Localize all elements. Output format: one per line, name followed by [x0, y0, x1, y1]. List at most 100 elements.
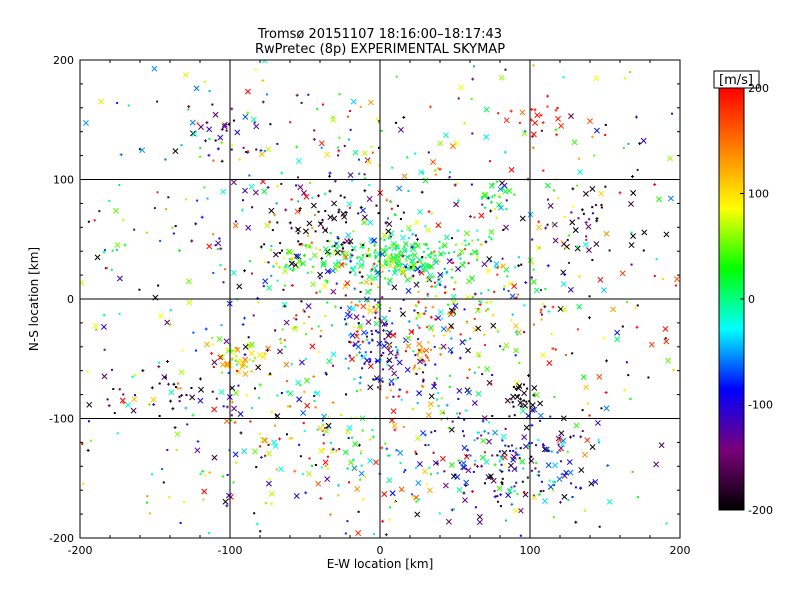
echo-marker-plus	[410, 245, 414, 249]
echo-marker-dot	[389, 306, 392, 309]
echo-marker-dot	[510, 444, 513, 447]
echo-marker-dot	[630, 263, 633, 266]
echo-marker-dot	[360, 354, 363, 357]
echo-marker-plus	[336, 483, 340, 487]
echo-marker-cross	[405, 287, 412, 294]
echo-marker-dot	[388, 344, 391, 347]
echo-marker-dot	[597, 438, 600, 441]
echo-marker-plus	[428, 265, 432, 269]
echo-marker-dot	[572, 205, 575, 208]
echo-marker-cross	[296, 396, 303, 403]
echo-marker-cross	[463, 479, 470, 486]
echo-marker-dot	[417, 338, 420, 341]
echo-marker-plus	[539, 113, 543, 117]
echo-marker-dot	[348, 310, 351, 313]
echo-marker-dot	[436, 462, 439, 465]
echo-marker-cross	[416, 461, 423, 468]
echo-marker-cross	[511, 466, 518, 473]
echo-marker-dot	[122, 393, 125, 396]
echo-marker-dot	[265, 501, 268, 504]
echo-marker-plus	[450, 351, 454, 355]
echo-marker-plus	[275, 262, 279, 266]
echo-marker-plus	[246, 111, 250, 115]
echo-marker-cross	[606, 498, 613, 505]
echo-marker-plus	[271, 264, 275, 268]
echo-marker-cross	[360, 207, 366, 214]
echo-marker-dot	[290, 198, 293, 201]
echo-marker-dot	[461, 430, 464, 433]
echo-marker-plus	[484, 240, 488, 244]
echo-marker-plus	[558, 500, 562, 504]
echo-marker-dot	[339, 306, 342, 309]
echo-marker-dot	[248, 358, 251, 361]
echo-marker-plus	[344, 262, 348, 266]
echo-marker-cross	[519, 408, 526, 414]
echo-marker-plus	[434, 173, 438, 177]
echo-marker-plus	[157, 365, 161, 369]
echo-marker-dot	[279, 339, 282, 342]
echo-marker-cross	[292, 325, 299, 332]
echo-marker-cross	[558, 122, 565, 129]
echo-marker-dot	[344, 258, 347, 261]
echo-marker-cross	[573, 422, 580, 429]
echo-marker-plus	[401, 254, 405, 258]
echo-marker-dot	[208, 532, 211, 535]
echo-marker-cross	[496, 485, 503, 492]
echo-marker-cross	[487, 473, 494, 480]
echo-marker-dot	[653, 275, 656, 278]
echo-marker-dot	[551, 222, 554, 225]
echo-marker-cross	[346, 424, 353, 431]
echo-marker-dot	[485, 309, 488, 312]
echo-marker-dot	[539, 289, 542, 292]
echo-marker-dot	[557, 443, 560, 446]
echo-marker-plus	[500, 470, 504, 474]
echo-marker-cross	[445, 518, 452, 525]
echo-marker-plus	[326, 467, 330, 471]
echo-marker-dot	[473, 317, 476, 320]
echo-marker-plus	[367, 341, 371, 345]
echo-marker-cross	[363, 279, 370, 286]
echo-marker-dot	[400, 398, 403, 401]
echo-marker-plus	[519, 404, 523, 408]
echo-marker-plus	[394, 353, 398, 357]
echo-marker-dot	[556, 106, 559, 109]
echo-marker-cross	[360, 329, 367, 336]
echo-marker-cross	[125, 401, 132, 408]
echo-marker-dot	[371, 333, 374, 336]
echo-marker-dot	[424, 306, 427, 309]
echo-marker-dot	[253, 121, 256, 124]
echo-marker-dot	[487, 289, 490, 292]
echo-marker-plus	[604, 359, 608, 363]
echo-marker-dot	[90, 439, 93, 442]
echo-marker-dot	[422, 371, 425, 374]
echo-marker-cross	[92, 322, 99, 329]
echo-marker-cross	[367, 457, 374, 464]
echo-marker-dot	[333, 244, 336, 247]
echo-marker-dot	[444, 291, 447, 294]
echo-marker-cross	[443, 132, 449, 139]
echo-marker-cross	[456, 486, 463, 493]
echo-marker-plus	[431, 329, 435, 333]
echo-marker-cross	[234, 347, 241, 353]
echo-marker-cross	[560, 281, 567, 288]
echo-marker-dot	[501, 477, 504, 480]
echo-marker-dot	[396, 376, 399, 379]
echo-marker-dot	[199, 473, 202, 476]
echo-marker-cross	[334, 249, 341, 256]
echo-marker-cross	[300, 260, 307, 267]
echo-marker-plus	[381, 519, 385, 523]
echo-marker-cross	[342, 254, 349, 260]
echo-marker-cross	[206, 126, 213, 133]
echo-marker-cross	[531, 406, 538, 413]
echo-marker-dot	[477, 366, 480, 369]
echo-marker-dot	[337, 211, 340, 214]
echo-marker-cross	[610, 306, 617, 313]
echo-marker-plus	[458, 257, 462, 261]
echo-marker-dot	[470, 183, 473, 186]
echo-marker-dot	[345, 393, 348, 396]
echo-marker-dot	[421, 385, 424, 388]
echo-marker-dot	[509, 449, 512, 452]
echo-marker-cross	[268, 490, 275, 497]
echo-marker-dot	[358, 271, 361, 274]
